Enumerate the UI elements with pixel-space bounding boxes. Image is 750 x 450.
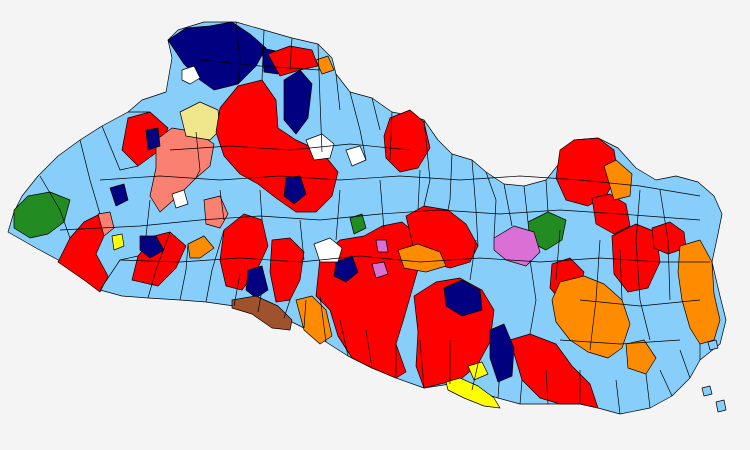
region-orange-south <box>295 295 333 345</box>
region-white-center <box>313 237 343 263</box>
region-yellow-coast <box>445 377 501 409</box>
region-east-red-2 <box>611 223 661 293</box>
region-navy-west-2 <box>109 183 129 207</box>
region-orange-southeast <box>625 339 657 375</box>
region-yellow-west <box>111 233 125 251</box>
region-white-north <box>181 65 201 85</box>
region-salmon-3 <box>97 211 115 237</box>
islet <box>701 385 713 397</box>
region-orange-north <box>315 55 335 75</box>
region-orange-east-2 <box>677 239 721 345</box>
region-orange-center <box>397 243 447 273</box>
region-orange-center-2 <box>187 235 215 259</box>
region-southeast-red <box>509 333 599 409</box>
region-navy-north-2 <box>145 127 161 151</box>
region-navy-south <box>489 323 515 383</box>
region-north-red <box>267 45 319 77</box>
region-navy-west <box>139 235 165 259</box>
region-white-west <box>171 189 189 209</box>
islet <box>715 399 727 413</box>
region-yellow-coast-2 <box>467 361 489 381</box>
region-west-red <box>57 213 109 293</box>
region-orchid-mid <box>371 261 389 279</box>
region-navy-mid <box>283 175 307 205</box>
region-northeast-red <box>383 109 431 173</box>
islet <box>707 339 719 351</box>
region-orchid-mid-2 <box>375 239 389 253</box>
municipal-boundaries <box>39 21 710 415</box>
region-brown <box>231 295 293 331</box>
region-central-red <box>215 79 339 213</box>
region-orchid-east <box>493 225 541 267</box>
region-navy-center <box>443 279 483 317</box>
region-central-red-3 <box>269 237 305 303</box>
region-navy-mid-2 <box>245 265 269 299</box>
region-west-red-3 <box>131 231 187 287</box>
region-green-mid <box>349 213 367 235</box>
region-orange-east <box>551 275 631 359</box>
region-east-red-5 <box>591 193 631 235</box>
